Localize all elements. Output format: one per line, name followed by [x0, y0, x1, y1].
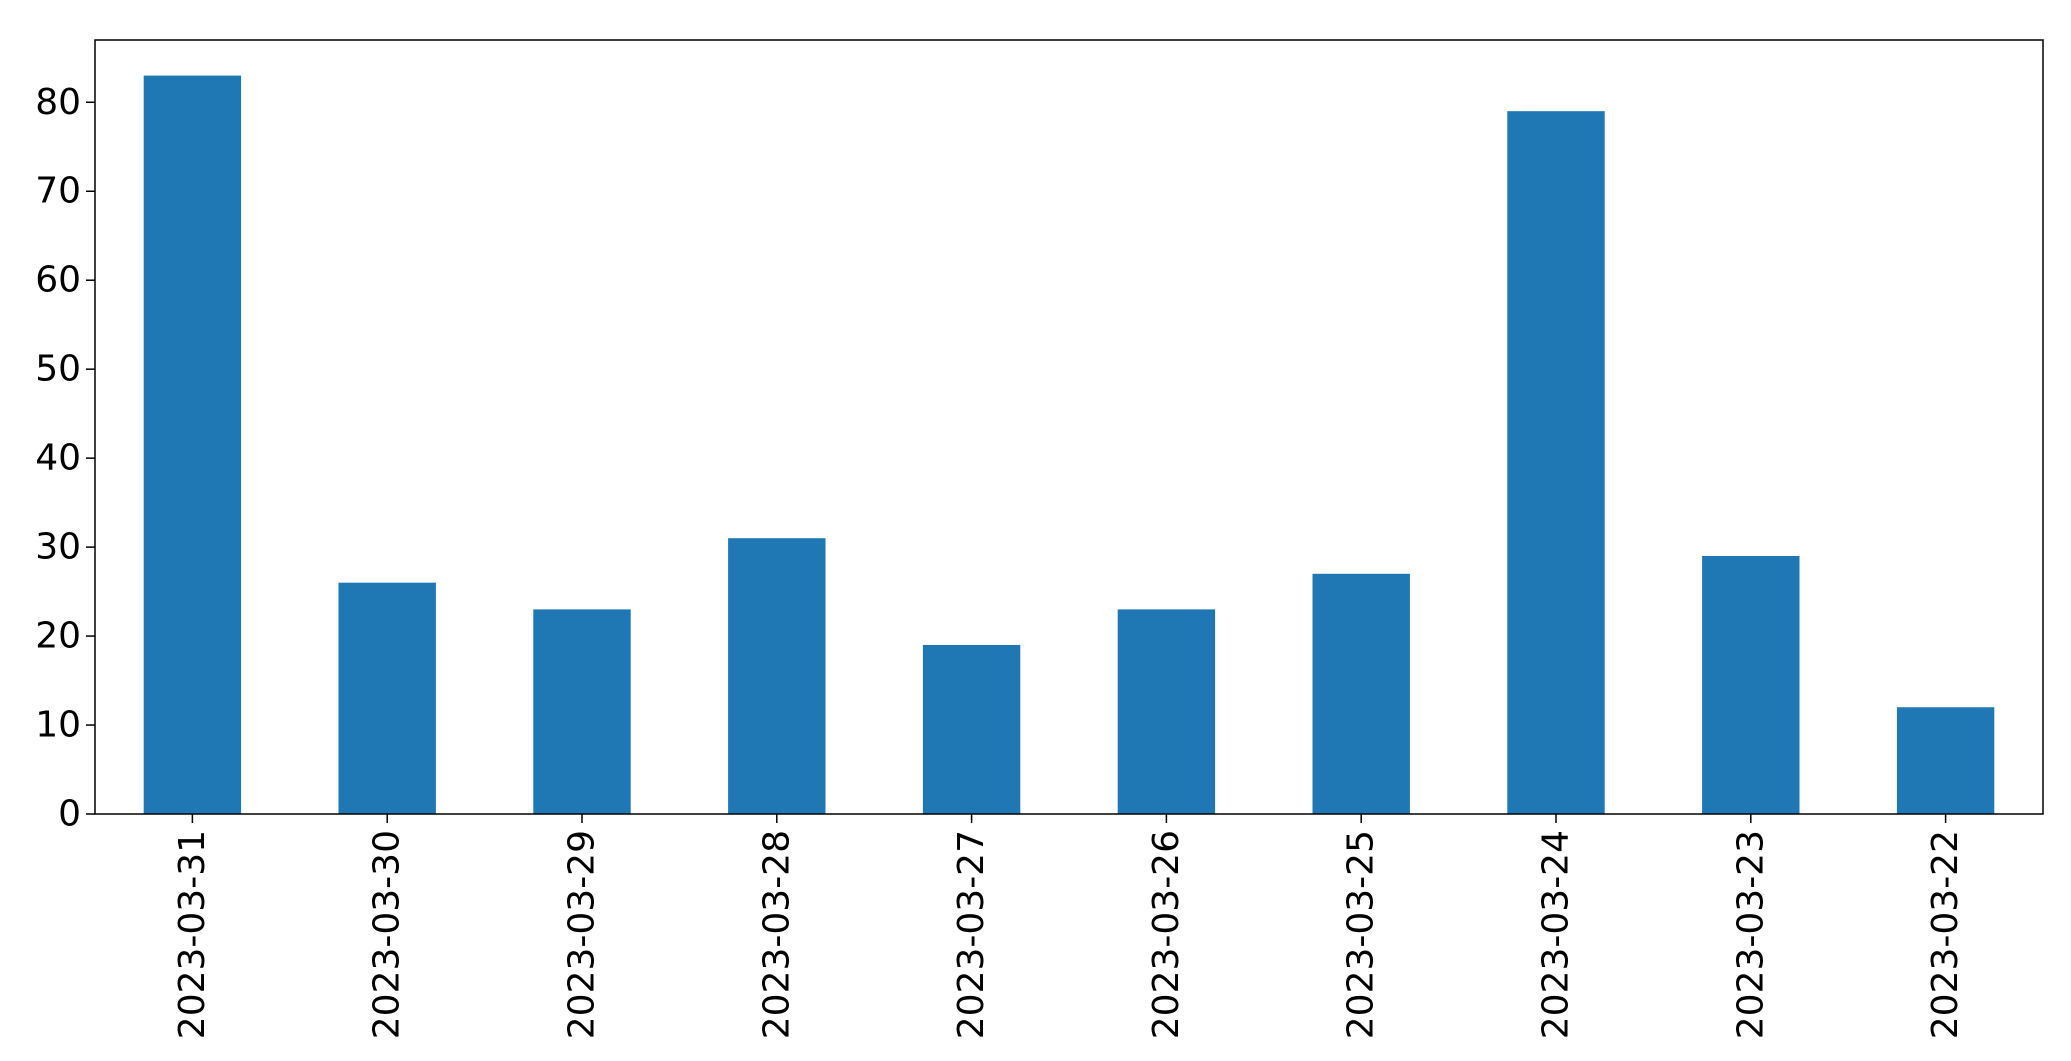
y-tick-label: 10 [35, 705, 81, 746]
x-tick-label: 2023-03-30 [367, 830, 408, 1039]
y-tick-label: 70 [35, 171, 81, 212]
x-tick-label: 2023-03-25 [1341, 830, 1382, 1039]
bar-2023-03-26 [1117, 609, 1216, 814]
x-tick-label: 2023-03-27 [951, 830, 992, 1039]
bar-2023-03-23 [1702, 556, 1800, 814]
bar-2023-03-30 [338, 582, 436, 814]
x-tick-label: 2023-03-22 [1925, 830, 1966, 1039]
bar-2023-03-31 [143, 75, 242, 815]
y-tick-label: 0 [58, 794, 81, 835]
y-tick-label: 60 [35, 260, 81, 301]
y-tick-label: 80 [35, 82, 81, 123]
y-tick-label: 20 [35, 616, 81, 657]
x-tick-label: 2023-03-26 [1146, 830, 1187, 1039]
bar-2023-03-22 [1896, 707, 1995, 814]
bar-2023-03-25 [1312, 573, 1410, 814]
bar-2023-03-24 [1507, 111, 1605, 814]
y-tick-label: 40 [35, 438, 81, 479]
x-tick-label: 2023-03-23 [1730, 830, 1771, 1039]
bar-2023-03-28 [728, 538, 826, 814]
x-tick-label: 2023-03-28 [756, 830, 797, 1039]
bars-layer [143, 75, 1995, 815]
bar-2023-03-29 [533, 609, 631, 814]
y-tick-label: 50 [35, 349, 81, 390]
bar-2023-03-27 [922, 644, 1021, 814]
y-tick-label: 30 [35, 527, 81, 568]
y-axis: 0 10 20 30 40 50 60 70 80 [35, 82, 95, 835]
x-tick-label: 2023-03-24 [1536, 830, 1577, 1039]
plot-frame [94, 39, 2044, 815]
x-tick-label: 2023-03-29 [562, 830, 603, 1039]
x-tick-label: 2023-03-31 [172, 830, 213, 1039]
x-axis: 2023-03-31 2023-03-30 2023-03-29 2023-03-28… [172, 814, 1966, 1039]
